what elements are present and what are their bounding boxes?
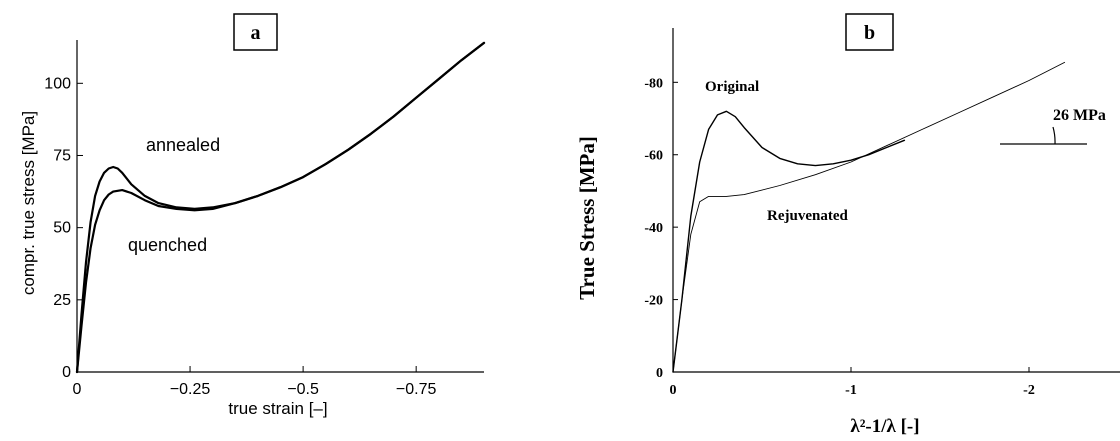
panel-b-y-tick-label: -80 [644, 76, 663, 91]
panel-a-y-tick-label: 75 [53, 147, 71, 164]
panel-a-series-quenched-line [75, 41, 486, 374]
panel-a-y-tick-label: 25 [53, 292, 71, 309]
panel-b-y-tick-label: -40 [644, 221, 663, 236]
panel-a-x-tick-label: −0.25 [170, 381, 211, 398]
annealed-label: annealed [146, 135, 220, 155]
panel-a-y-tick-label: 0 [62, 364, 71, 381]
quenched-label: quenched [128, 235, 207, 255]
panel-b-x-tick-label: -1 [845, 383, 857, 398]
rejuvenated-label: Rejuvenated [767, 208, 848, 224]
original-label: Original [705, 79, 759, 95]
panel-a-x-axis-label: true strain [–] [228, 399, 327, 418]
angle-arc [1052, 126, 1056, 145]
panel-a: 0 −0.25 −0.5 −0.75 0 25 50 75 100 true strain [–… [19, 13, 486, 418]
panel-b-x-axis-label: λ²-1/λ [-] [850, 416, 919, 437]
panel-b-y-tick-label: 0 [656, 366, 663, 381]
panel-a-y-tick-label: 50 [53, 220, 71, 237]
panel-b-y-tick-label: -20 [644, 294, 663, 309]
panel-a-label: a [251, 22, 261, 44]
panel-a-x-tick-label: 0 [73, 381, 82, 398]
panel-b-y-axis-label: True Stress [MPa] [575, 136, 599, 300]
panel-b-series-original-line [672, 110, 906, 373]
panel-b-x-tick-label: -2 [1023, 383, 1035, 398]
panel-b-y-tick-label: -60 [644, 149, 663, 164]
panel-b-x-tick-label: 0 [670, 383, 677, 398]
panel-b-series-rejuvenated-line [672, 61, 1066, 373]
panel-b-label: b [864, 22, 875, 44]
panel-a-x-tick-label: −0.5 [287, 381, 319, 398]
panel-a-x-tick-label: −0.75 [396, 381, 437, 398]
panel-b: 0 -1 -20-20-40-60-80 26 MPa Original Rejuv… [575, 13, 1120, 437]
angle-annotation: 26 MPa [1053, 107, 1106, 124]
panel-a-y-tick-label: 100 [44, 75, 71, 92]
panel-a-label-box [233, 13, 278, 51]
panel-a-y-axis-label: compr. true stress [MPa] [19, 111, 38, 295]
panel-b-label-box [845, 13, 894, 51]
